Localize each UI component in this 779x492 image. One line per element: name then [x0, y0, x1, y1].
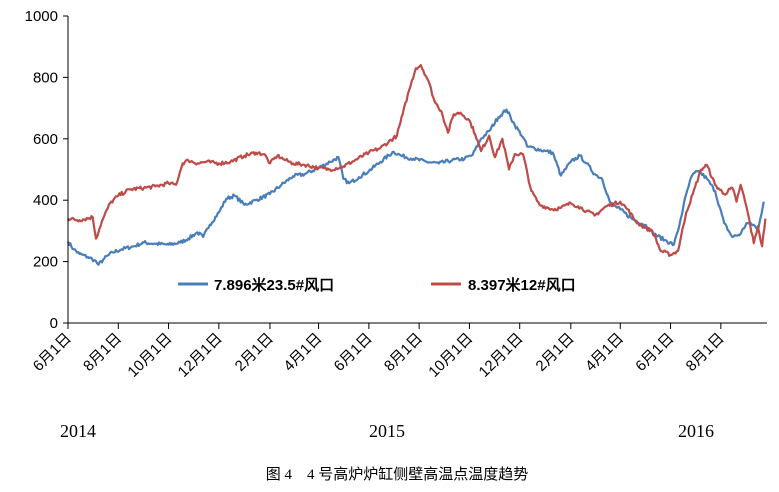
x-tick-labels: 6月1日 8月1日 10月1日 12月1日 2月1日 4月1日 6月1日 8月1日 10月1日 1…	[30, 330, 728, 381]
legend: 7.896米23.5#风口 8.397米12#风口	[178, 276, 576, 294]
x-tick-label: 2月1日	[232, 330, 277, 375]
series-line-2	[67, 63, 767, 258]
legend-label-series-1: 7.896米23.5#风口	[214, 276, 334, 294]
y-tick-label: 200	[33, 254, 58, 271]
x-tick-label: 12月1日	[476, 330, 527, 381]
x-tick-label: 12月1日	[175, 330, 226, 381]
y-tick-labels: 0 200 400 600 800 1000	[25, 8, 58, 332]
plot-area	[66, 63, 767, 266]
axes	[63, 15, 767, 329]
legend-label-series-2: 8.397米12#风口	[468, 276, 576, 294]
x-tick-label: 6月1日	[331, 330, 376, 375]
year-labels: 2014 2015 2016	[60, 421, 714, 441]
x-tick-label: 4月1日	[582, 330, 627, 375]
y-tick-label: 800	[33, 69, 58, 86]
x-tick-label: 8月1日	[381, 330, 426, 375]
y-tick-label: 600	[33, 131, 58, 148]
figure-caption: 图 4 4 号高炉炉缸侧壁高温点温度趋势	[266, 465, 529, 483]
y-tick-label: 1000	[25, 8, 58, 25]
x-tick-label: 8月1日	[683, 330, 728, 375]
x-tick-label: 2月1日	[533, 330, 578, 375]
x-tick-label: 4月1日	[280, 330, 325, 375]
year-label-2016: 2016	[678, 421, 714, 441]
series-line-1	[66, 108, 765, 266]
x-tick-label: 8月1日	[80, 330, 125, 375]
y-tick-label: 400	[33, 192, 58, 209]
y-tick-label: 0	[50, 315, 58, 332]
year-label-2014: 2014	[60, 421, 96, 441]
x-tick-label: 6月1日	[30, 330, 75, 375]
x-tick-label: 10月1日	[425, 330, 476, 381]
year-label-2015: 2015	[369, 421, 405, 441]
x-tick-label: 10月1日	[124, 330, 175, 381]
x-tick-label: 6月1日	[632, 330, 677, 375]
